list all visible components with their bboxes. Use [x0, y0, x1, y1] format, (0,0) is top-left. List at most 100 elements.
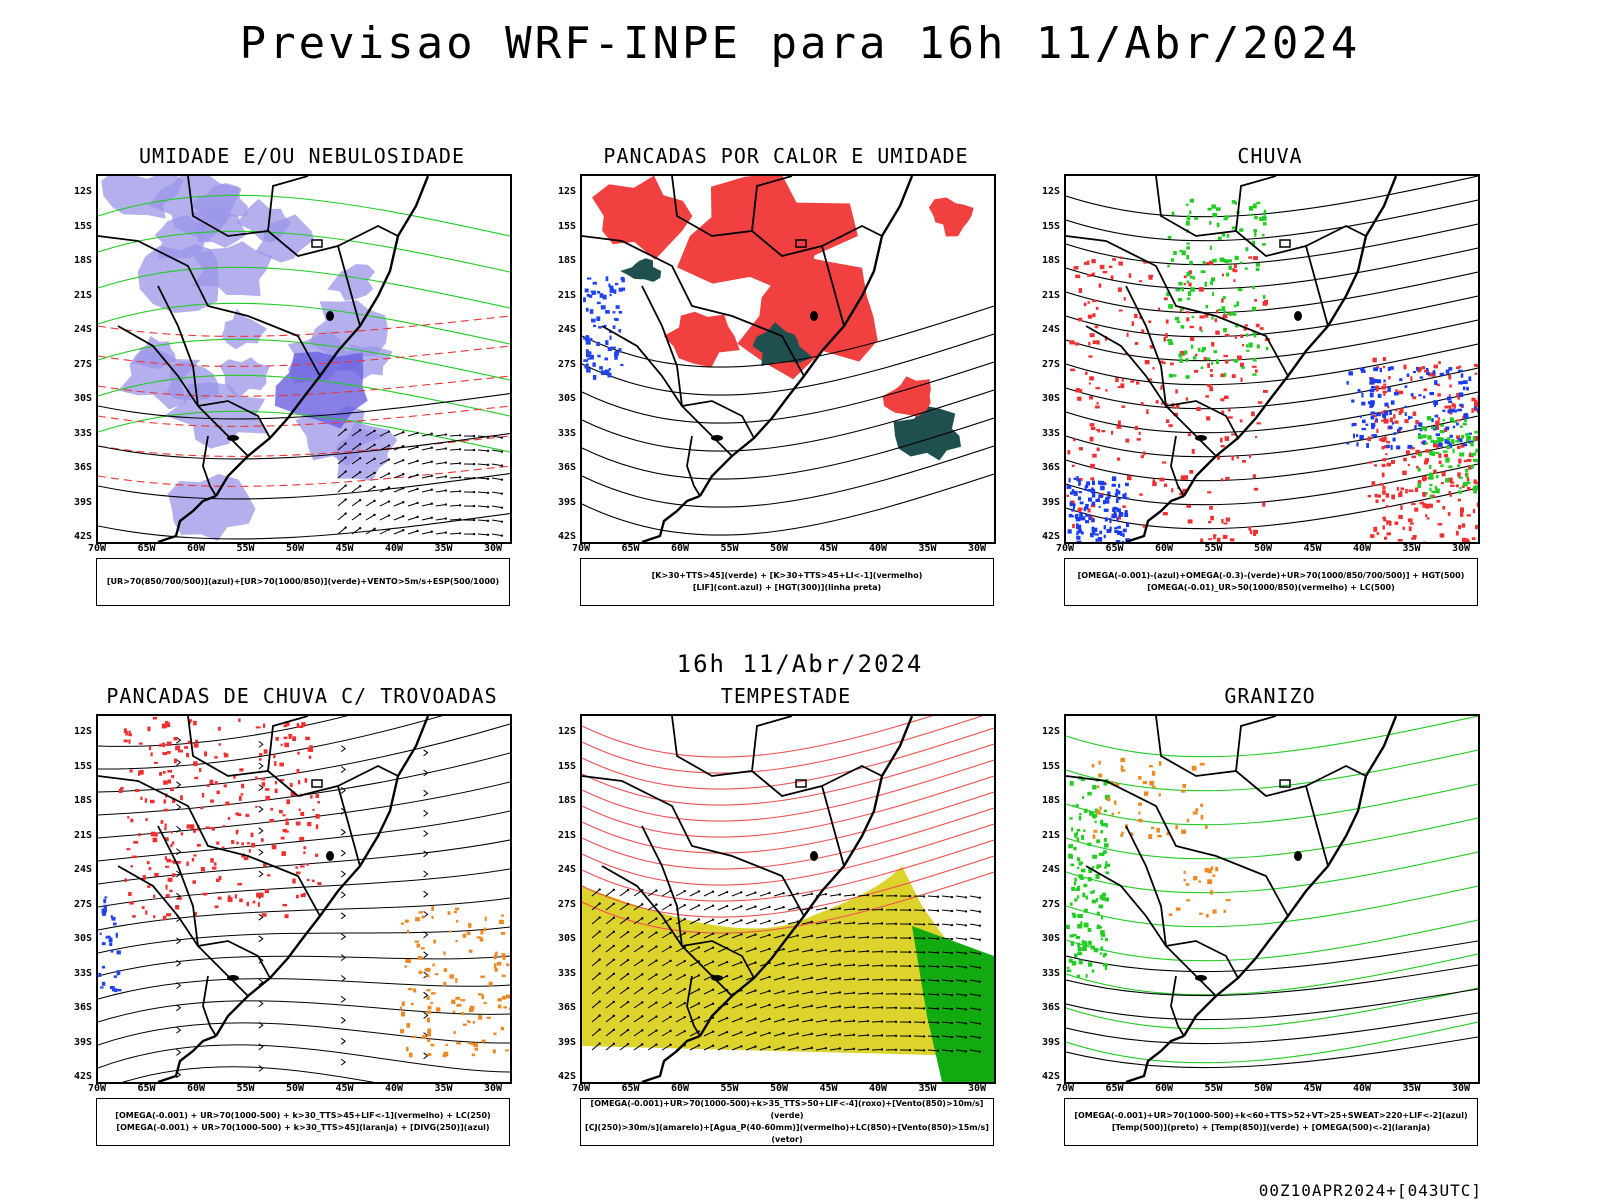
wind-vectors: [337, 428, 504, 537]
lon-tick-label: 30W: [483, 1083, 503, 1094]
jet-yellow: [582, 866, 972, 1056]
thunder-orange: [399, 906, 510, 1058]
lon-tick-label: 40W: [868, 543, 888, 554]
lon-tick-label: 45W: [819, 543, 838, 554]
lon-tick-label: 50W: [769, 543, 789, 554]
chuva-map: [1064, 174, 1480, 544]
legend-line: [UR>70(850/700/500)](azul)+[UR>70(1000/8…: [106, 577, 500, 586]
lon-tick-label: 45W: [335, 543, 354, 554]
lat-tick-label: 27S: [1041, 358, 1060, 370]
temp850-green: [1066, 716, 1478, 1064]
rain-red: [1066, 256, 1270, 542]
lat-tick-label: 42S: [557, 1071, 576, 1082]
run-time-label: 00Z10APR2024+[043UTC]: [1258, 1181, 1482, 1200]
rain-red: [1367, 357, 1478, 542]
lat-tick-label: 12S: [73, 726, 92, 737]
lon-tick-label: 45W: [819, 1083, 838, 1094]
umidade-map: [96, 174, 512, 544]
legend-line: [K>30+TTS>45](verde) + [K>30+TTS>45+LI<-…: [651, 571, 923, 580]
lat-tick-label: 39S: [557, 496, 576, 508]
lat-tick-label: 18S: [557, 255, 576, 266]
lat-tick-label: 30S: [73, 393, 92, 404]
pancadas-calor-legend: [K>30+TTS>45](verde) + [K>30+TTS>45+LI<-…: [580, 558, 994, 606]
lat-tick-label: 27S: [557, 898, 576, 910]
convective-red: [882, 376, 931, 417]
lat-tick-label: 21S: [73, 289, 92, 301]
lat-tick-label: 24S: [1041, 864, 1060, 875]
lon-tick-label: 55W: [236, 543, 255, 554]
pancadas-trovoadas-panel-title: PANCADAS DE CHUVA C/ TROVOADAS: [106, 684, 498, 708]
lat-tick-label: 15S: [557, 760, 576, 772]
lat-tick-label: 18S: [557, 795, 576, 806]
humidity-core: [274, 351, 368, 429]
lat-tick-label: 27S: [73, 898, 92, 910]
coastline-borders: [1066, 176, 1398, 542]
lat-tick-label: 33S: [1041, 427, 1060, 439]
granizo-panel-title: GRANIZO: [1224, 684, 1316, 708]
lon-tick-label: 40W: [1352, 1083, 1372, 1094]
lat-tick-label: 36S: [1041, 462, 1060, 473]
lon-tick-label: 60W: [670, 1083, 690, 1094]
lon-tick-label: 40W: [384, 543, 404, 554]
lat-tick-label: 18S: [73, 795, 92, 806]
legend-line: [OMEGA(-0.01)_UR>50(1000/850)(vermelho) …: [1147, 583, 1395, 592]
lat-tick-label: 36S: [73, 462, 92, 473]
lon-tick-label: 50W: [285, 1083, 305, 1094]
wind-vectors: [591, 888, 982, 1053]
lon-tick-label: 35W: [1402, 1083, 1421, 1094]
lon-tick-label: 55W: [720, 1083, 739, 1094]
precip-water-red: [582, 716, 994, 934]
lat-tick-label: 27S: [1041, 898, 1060, 910]
lat-tick-label: 39S: [73, 496, 92, 508]
lon-tick-label: 55W: [236, 1083, 255, 1094]
lat-tick-label: 24S: [557, 324, 576, 335]
humidity-fill: [137, 244, 219, 313]
thunder-red: [118, 717, 322, 921]
lon-tick-label: 35W: [434, 1083, 453, 1094]
lon-tick-label: 60W: [1154, 1083, 1174, 1094]
lon-tick-label: 50W: [285, 543, 305, 554]
lat-tick-label: 12S: [73, 186, 92, 197]
rain-green: [1166, 198, 1269, 379]
umidade-panel-title: UMIDADE E/OU NEBULOSIDADE: [138, 144, 466, 168]
lat-tick-label: 39S: [1041, 1036, 1060, 1048]
legend-line: [LIF](cont.azul) + [HGT(300)](linha pret…: [692, 583, 882, 592]
omega-orange: [1091, 757, 1208, 840]
lat-tick-label: 24S: [1041, 324, 1060, 335]
lat-tick-label: 15S: [73, 220, 92, 232]
lon-tick-label: 35W: [918, 1083, 937, 1094]
pancadas-calor-map: [580, 174, 996, 544]
humidity-fill: [327, 263, 376, 301]
lat-tick-label: 42S: [73, 1071, 92, 1082]
lat-tick-label: 12S: [557, 186, 576, 197]
lat-tick-label: 30S: [557, 933, 576, 944]
convective-green: [620, 258, 662, 282]
humidity-fill: [101, 176, 184, 219]
legend-line: [CJ(250)>30m/s](amarelo)+[Agua_P(40-60mm…: [585, 1123, 989, 1144]
tempestade-panel-title: TEMPESTADE: [720, 684, 852, 708]
pancadas-calor-panel-title: PANCADAS POR CALOR E UMIDADE: [603, 144, 969, 168]
wind850-green: [912, 926, 994, 1082]
lat-tick-label: 42S: [1041, 531, 1060, 542]
lon-tick-label: 70W: [87, 543, 107, 554]
legend-line: [OMEGA(-0.001) + UR>70(1000-500) + k>30_…: [115, 1111, 491, 1120]
humidity-fill: [168, 473, 256, 541]
lon-tick-label: 40W: [1352, 543, 1372, 554]
lon-tick-label: 65W: [621, 1083, 640, 1094]
streamlines-250: [98, 716, 510, 1082]
pancadas-trovoadas-legend: [OMEGA(-0.001) + UR>70(1000-500) + k>30_…: [96, 1098, 510, 1146]
lon-tick-label: 55W: [1204, 543, 1223, 554]
lon-tick-label: 50W: [769, 1083, 789, 1094]
lon-tick-label: 30W: [967, 1083, 987, 1094]
coastline-borders: [98, 716, 430, 1082]
lat-tick-label: 33S: [557, 967, 576, 979]
lon-tick-label: 30W: [483, 543, 503, 554]
convective-red: [928, 197, 974, 237]
lon-tick-label: 40W: [868, 1083, 888, 1094]
lat-tick-label: 18S: [1041, 795, 1060, 806]
lon-tick-label: 60W: [186, 1083, 206, 1094]
omega-orange: [1168, 866, 1231, 918]
lon-tick-label: 55W: [1204, 1083, 1223, 1094]
lon-tick-label: 45W: [335, 1083, 354, 1094]
rain-blue: [1346, 366, 1478, 450]
